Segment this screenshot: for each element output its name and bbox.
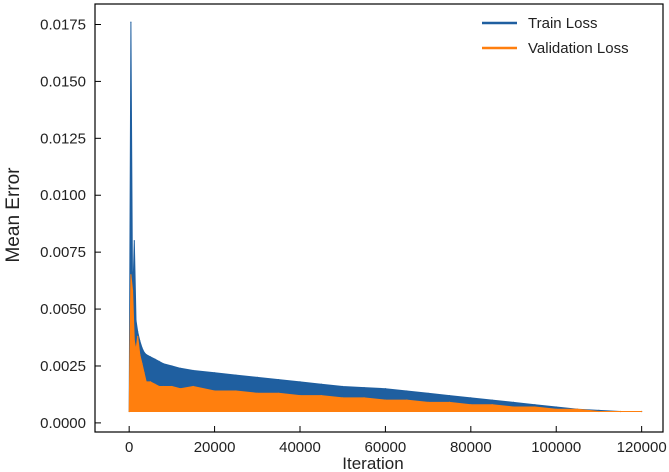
series-1-point [512,406,515,408]
series-1-point [619,410,621,413]
series-1-point [427,401,429,403]
series-0-point [448,395,451,397]
series-0-point [137,331,139,333]
series-0-point [154,358,156,360]
series-0-point [158,360,160,362]
series-1-point [235,390,237,392]
series-0-point [135,319,137,321]
x-tick-label: 20000 [194,439,236,456]
legend-label: Validation Loss [528,40,629,57]
y-tick-label: 0.0025 [40,358,86,375]
y-tick-label: 0.0100 [40,187,86,204]
series-0-point [141,347,143,349]
series-1-point [179,388,181,390]
series-1-point [132,290,134,292]
series-1-point [137,335,139,337]
series-1-point [141,363,143,365]
series-1-point [256,392,258,394]
series-1-point [171,385,173,388]
series-0-point [534,404,536,406]
series-0-point [214,372,216,374]
series-1-point [406,399,408,401]
series-0-point [598,409,600,411]
series-0-point [320,383,322,385]
series-1-point [145,381,147,383]
x-axis-ticks: 0 20000 40000 60000 80000 100000 120000 [125,426,667,456]
x-tick-label: 100000 [531,439,581,456]
series-0-point [130,21,132,23]
series-0-point [555,406,557,408]
series-0-point [363,387,365,389]
series-1-point [363,397,365,399]
series-0-point [162,363,164,365]
plot-frame [94,3,664,433]
series-0-point [427,392,429,394]
series-1-point [133,340,135,342]
series-0-point [139,340,141,342]
legend: Train Loss Validation Loss [482,15,629,57]
y-tick-label: 0.0175 [40,16,86,33]
series-0-area [128,21,643,412]
series-1-point [577,408,579,410]
series-0-point [192,369,194,372]
y-axis-ticks: 0.0000 0.0025 0.0050 0.0075 0.0100 0.0125 0.01… [40,16,101,432]
series-1-point [534,406,536,408]
y-axis-label: Mean Error [3,167,24,263]
x-axis-label: Iteration [342,454,403,472]
x-tick-label: 0 [125,439,133,456]
series-1-point [320,395,322,397]
x-tick-label: 60000 [365,439,407,456]
series-0-point [278,379,280,381]
series-0-point [342,385,344,388]
series-0-point [133,240,135,242]
series-1-point [139,354,141,356]
x-tick-label: 40000 [279,439,321,456]
y-tick-label: 0.0075 [40,244,86,261]
series-1-point [491,404,493,406]
series-1-point [162,385,164,388]
y-tick-label: 0.0050 [40,301,86,318]
series-0-point [145,354,147,356]
series-1-point [470,404,472,406]
series-1-point [598,410,600,413]
x-tick-label: 120000 [617,439,667,456]
series-1-point [448,401,451,403]
series-1-point [384,399,386,401]
series-1-point [128,410,130,413]
series-0-point [491,399,493,401]
series-0-point [256,376,258,378]
series-1-point [214,390,216,392]
x-tick-label: 80000 [450,439,492,456]
series-0-point [149,356,152,358]
series-0-point [512,401,515,403]
series-0-point [179,367,181,369]
series-0-point [235,374,237,376]
series-1-point [299,395,301,397]
series-0-point [406,390,408,392]
series-1-point [278,392,280,394]
series-1-point [154,383,156,385]
series-1-point [130,274,132,276]
series-1-point [555,408,557,410]
series-0-point [171,365,173,367]
y-tick-label: 0.0000 [40,415,86,432]
legend-label: Train Loss [528,15,597,32]
y-tick-label: 0.0150 [40,73,86,90]
y-tick-label: 0.0125 [40,130,86,147]
series-1-point [342,397,344,399]
series-0-point [143,351,145,353]
series-1-point [158,385,160,388]
series-1-point [135,349,137,351]
series-1-point [149,381,152,383]
series-0-point [470,397,472,399]
series-1-point [143,372,145,374]
series-1-point [641,410,643,413]
series-0-point [384,388,386,390]
chart-marks [128,21,643,413]
series-0-point [299,381,301,383]
series-1-point [192,385,194,388]
